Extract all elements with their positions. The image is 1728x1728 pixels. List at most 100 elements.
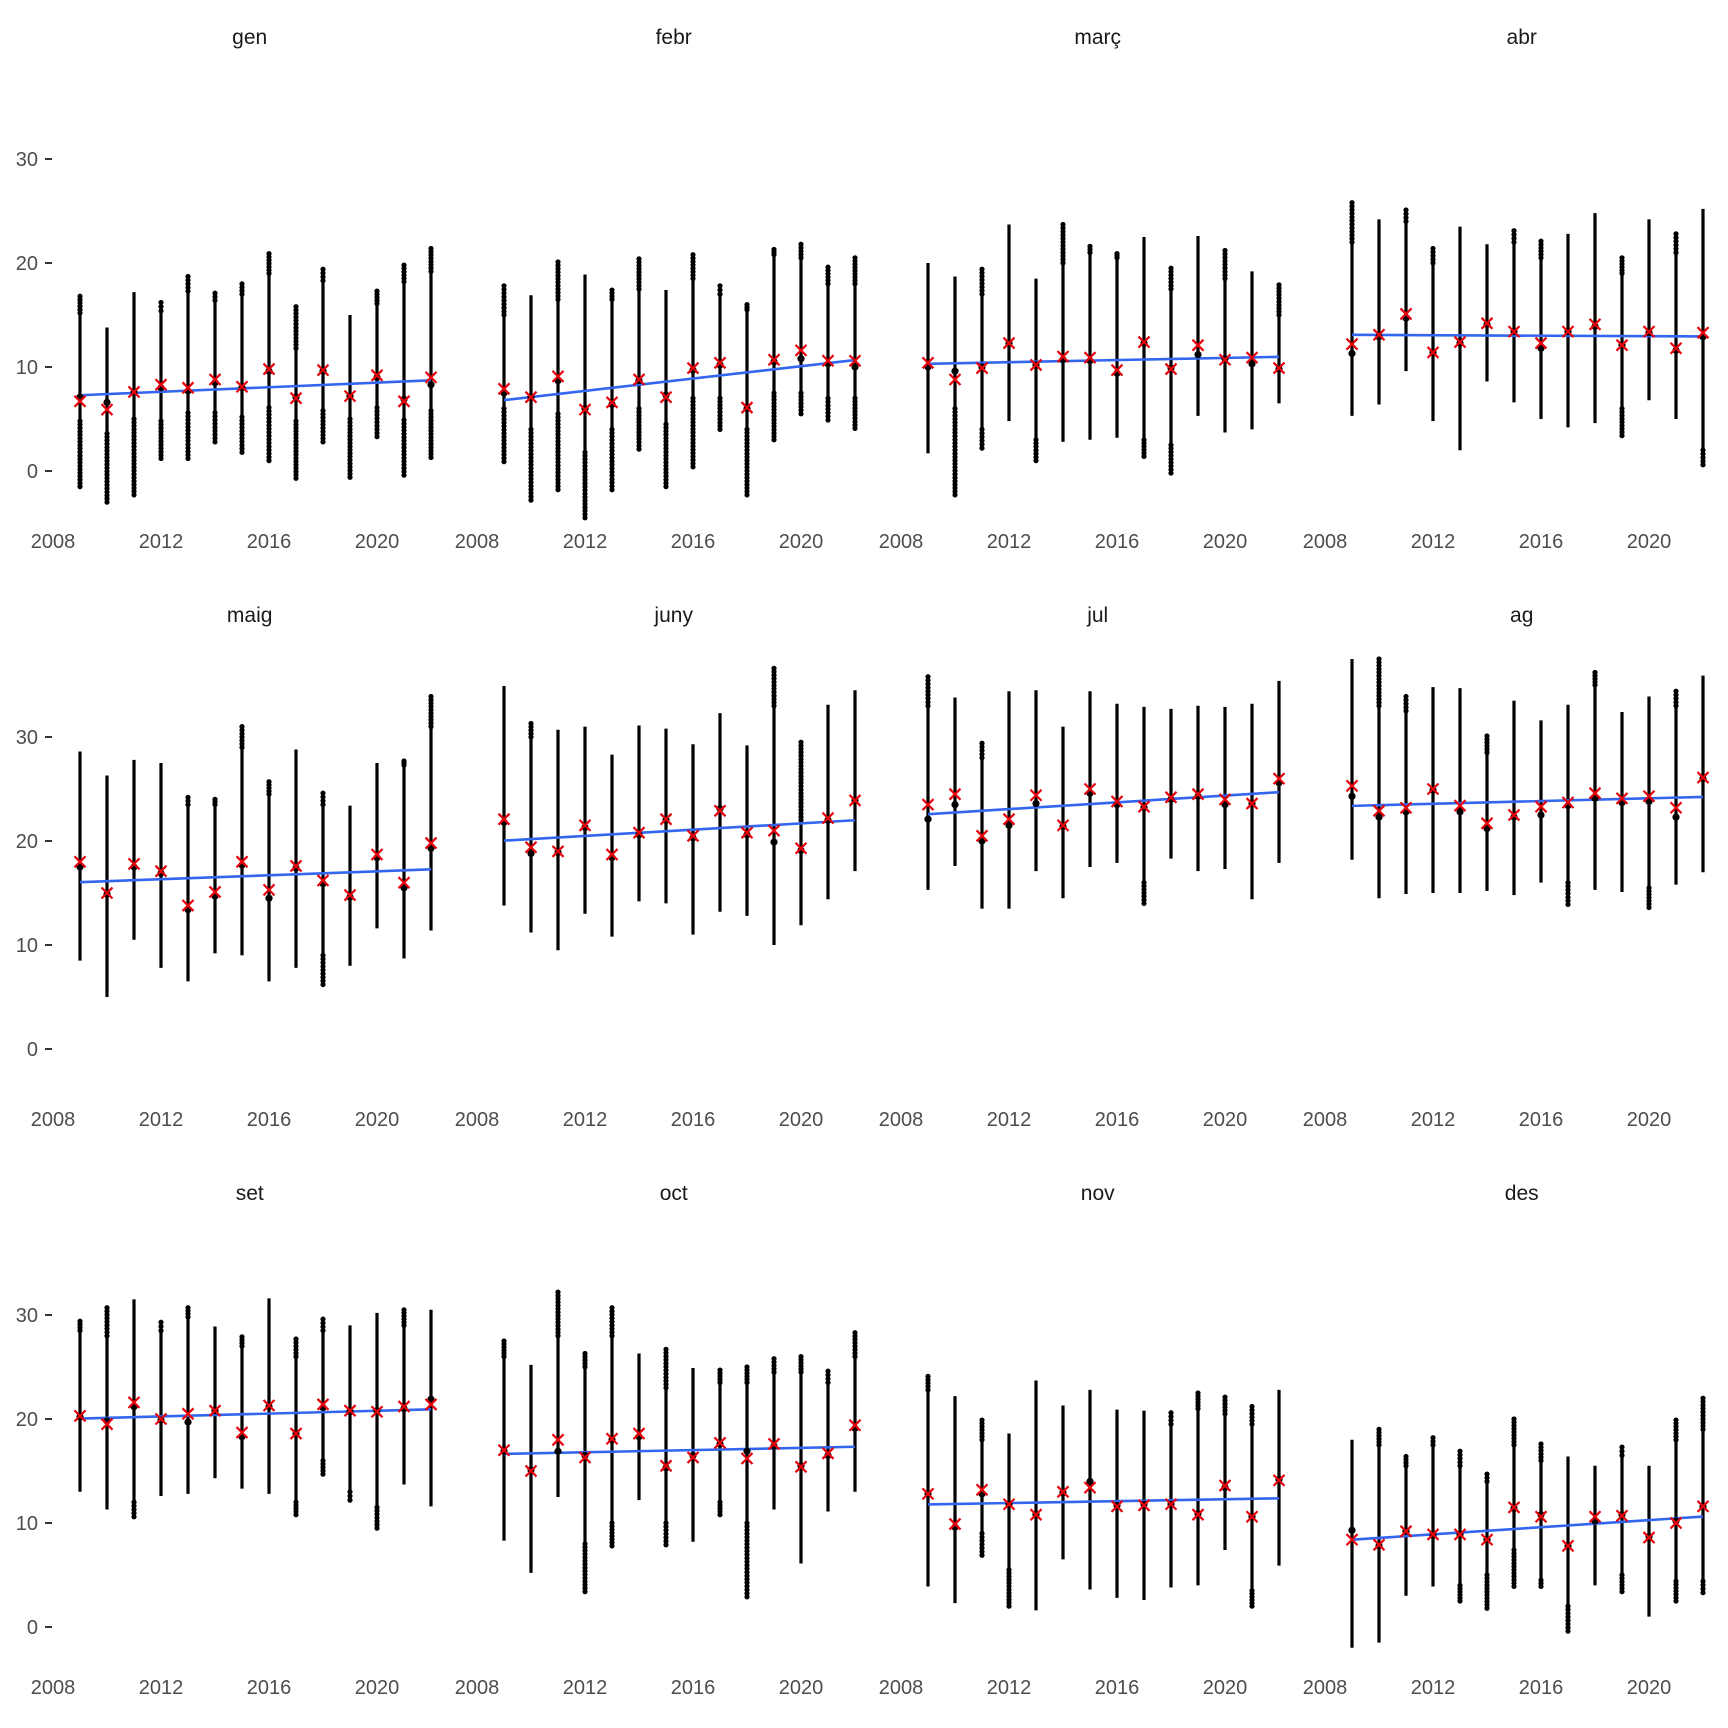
median-point bbox=[978, 837, 986, 845]
mean-marker-stroke bbox=[1534, 800, 1548, 813]
outlier-point bbox=[77, 1318, 83, 1324]
mean-markers bbox=[497, 794, 862, 861]
outlier-point bbox=[1538, 238, 1544, 244]
median-point bbox=[554, 1447, 562, 1455]
mean-marker bbox=[659, 812, 673, 826]
panel-title: ag bbox=[1510, 604, 1533, 627]
mean-marker-stroke bbox=[1696, 1500, 1710, 1513]
x-tick-label: 2008 bbox=[455, 1109, 500, 1131]
mean-marker bbox=[794, 842, 808, 855]
mean-marker-stroke bbox=[605, 1432, 619, 1446]
x-tick-label: 2016 bbox=[1519, 531, 1564, 553]
median-point bbox=[1086, 1477, 1094, 1485]
trend-line bbox=[79, 1408, 432, 1420]
mean-marker bbox=[154, 1412, 168, 1426]
outlier-point bbox=[582, 449, 588, 455]
mean-marker bbox=[100, 403, 114, 416]
mean-marker bbox=[262, 362, 276, 376]
panel-juny: juny 2008 2012 2016 2020 bbox=[455, 604, 862, 1131]
mean-marker bbox=[1399, 1525, 1413, 1538]
x-axis: 2008 2012 2016 2020 bbox=[455, 1109, 824, 1131]
mean-marker-stroke bbox=[1615, 1509, 1629, 1522]
x-axis: 2008 2012 2016 2020 bbox=[879, 1109, 1248, 1131]
y-tick-label: 20 bbox=[16, 1409, 38, 1431]
outlier-point bbox=[717, 395, 723, 401]
mean-marker bbox=[208, 1404, 222, 1417]
mean-marker-stroke bbox=[686, 361, 700, 375]
median-point bbox=[924, 815, 932, 823]
mean-marker-stroke bbox=[1507, 808, 1521, 822]
mean-marker bbox=[424, 371, 438, 384]
outlier-point bbox=[1565, 1628, 1571, 1634]
mean-marker-stroke bbox=[1164, 791, 1178, 804]
mean-marker-stroke bbox=[713, 1436, 727, 1450]
mean-marker-stroke bbox=[1426, 782, 1440, 796]
mean-marker bbox=[686, 1451, 700, 1464]
mean-marker bbox=[1588, 1510, 1602, 1524]
outlier-point bbox=[1430, 1438, 1436, 1444]
y-tick-label: 30 bbox=[16, 149, 38, 171]
outlier-point bbox=[293, 304, 299, 310]
outlier-point bbox=[185, 273, 191, 280]
mean-marker bbox=[73, 855, 87, 869]
outlier-point bbox=[1511, 1547, 1517, 1553]
mean-marker bbox=[1083, 1481, 1097, 1494]
mean-marker bbox=[235, 380, 249, 394]
outlier-point bbox=[979, 744, 985, 750]
outlier-point bbox=[1565, 1607, 1571, 1613]
outlier-point bbox=[374, 426, 380, 432]
mean-marker-stroke bbox=[1110, 363, 1124, 377]
mean-marker bbox=[1588, 786, 1602, 800]
outlier-point bbox=[320, 967, 326, 973]
mean-marker-stroke bbox=[424, 371, 438, 384]
mean-marker bbox=[1534, 336, 1548, 350]
outlier-point bbox=[428, 693, 434, 700]
outlier-point bbox=[212, 432, 218, 438]
outlier-point bbox=[1619, 1572, 1625, 1578]
mean-marker bbox=[497, 1443, 511, 1457]
mean-marker bbox=[578, 1451, 592, 1464]
outlier-point bbox=[979, 740, 985, 746]
outlier-point bbox=[1403, 211, 1409, 217]
mean-marker-stroke bbox=[1110, 1500, 1124, 1513]
mean-marker bbox=[605, 396, 619, 409]
outlier-point bbox=[979, 288, 985, 294]
mean-marker-stroke bbox=[1669, 801, 1683, 814]
x-tick-label: 2012 bbox=[563, 1109, 608, 1131]
mean-marker bbox=[1642, 790, 1656, 803]
outlier-point bbox=[1484, 1475, 1490, 1481]
mean-marker bbox=[659, 390, 673, 404]
mean-marker-stroke bbox=[551, 845, 565, 858]
outlier-point bbox=[1700, 454, 1706, 461]
outlier-point bbox=[979, 277, 985, 283]
mean-marker-stroke bbox=[524, 840, 538, 854]
mean-markers bbox=[921, 1474, 1286, 1531]
mean-marker-stroke bbox=[235, 855, 249, 869]
outlier-point bbox=[825, 417, 831, 423]
mean-marker bbox=[316, 363, 330, 377]
y-tick-label: 0 bbox=[27, 1617, 38, 1639]
y-tick-label: 10 bbox=[16, 357, 38, 379]
x-tick-label: 2008 bbox=[1303, 1677, 1348, 1699]
mean-marker bbox=[1426, 1528, 1440, 1541]
outlier-point bbox=[979, 751, 985, 757]
x-tick-label: 2012 bbox=[1411, 1677, 1456, 1699]
outlier-point bbox=[925, 703, 931, 709]
y-axis: 0 10 20 30 bbox=[16, 1305, 52, 1639]
outlier-point bbox=[1565, 880, 1571, 886]
mean-marker bbox=[1696, 326, 1710, 339]
mean-marker-stroke bbox=[1083, 1481, 1097, 1494]
outlier-point bbox=[925, 692, 931, 698]
mean-marker-stroke bbox=[1002, 336, 1016, 350]
outlier-point bbox=[131, 1503, 137, 1509]
mean-marker-stroke bbox=[605, 396, 619, 409]
mean-marker-stroke bbox=[1272, 361, 1286, 375]
mean-marker-stroke bbox=[1083, 782, 1097, 796]
mean-marker bbox=[848, 1418, 862, 1432]
mean-marker-stroke bbox=[524, 390, 538, 404]
mean-marker bbox=[289, 391, 303, 405]
outlier-point bbox=[1168, 1413, 1174, 1420]
mean-marker bbox=[632, 373, 646, 386]
outlier-point bbox=[131, 1499, 137, 1505]
outlier-point bbox=[320, 1458, 326, 1464]
